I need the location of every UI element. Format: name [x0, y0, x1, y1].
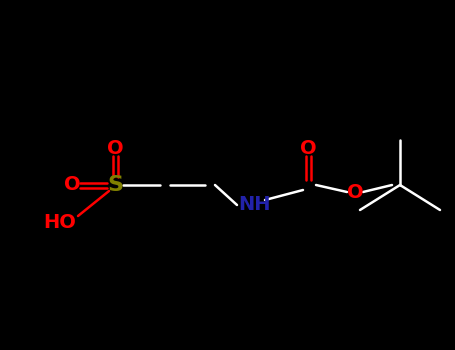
Text: O: O — [300, 139, 316, 158]
Text: O: O — [347, 182, 363, 202]
Text: O: O — [64, 175, 81, 195]
Text: O: O — [106, 139, 123, 158]
Text: HO: HO — [44, 212, 76, 231]
Text: NH: NH — [239, 196, 271, 215]
Text: S: S — [107, 175, 123, 195]
